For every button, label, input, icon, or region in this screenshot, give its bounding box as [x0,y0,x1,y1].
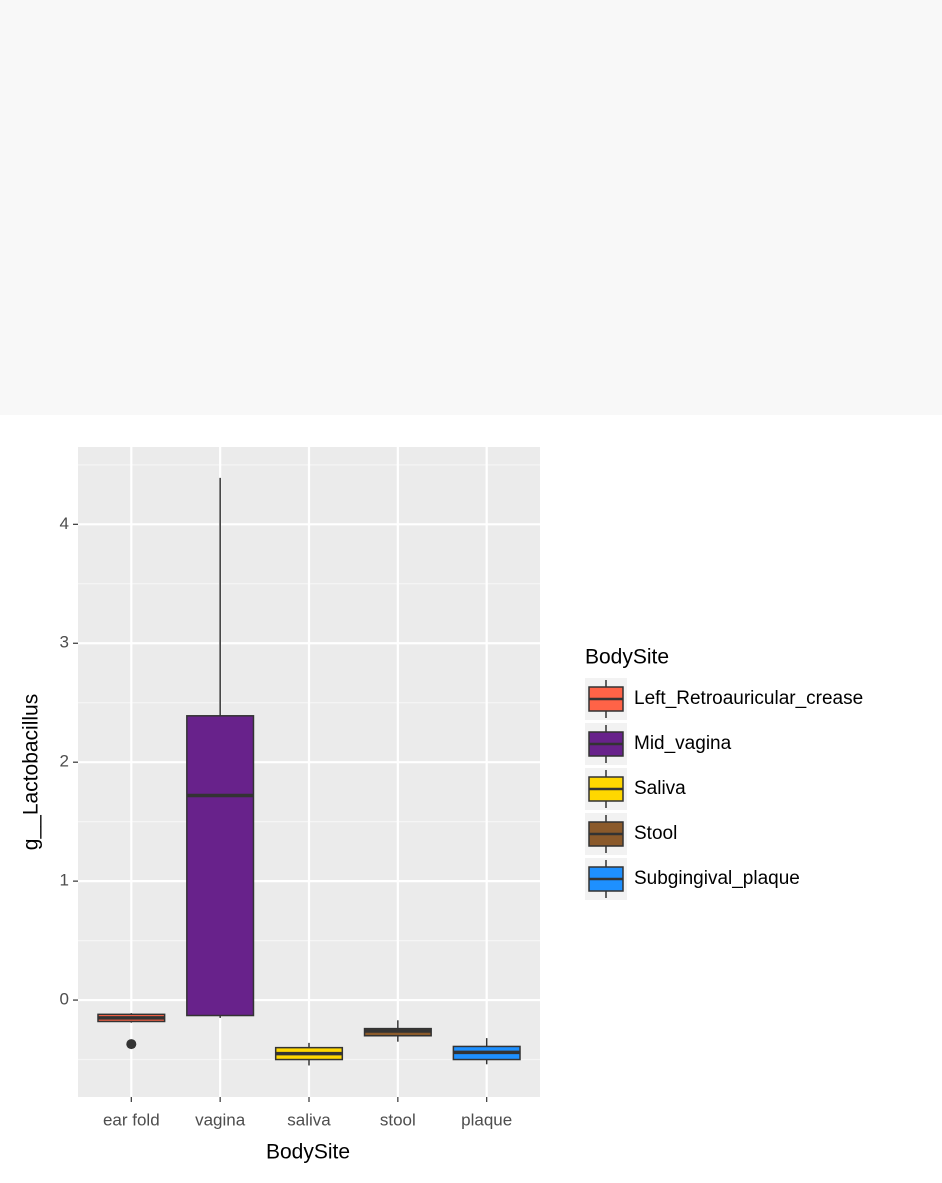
x-axis-title: BodySite [266,1141,350,1164]
legend-label: Mid_vagina [634,733,732,754]
y-tick-label: 1 [60,871,69,890]
y-tick-label: 3 [60,633,69,652]
box [186,715,255,1017]
x-tick-label: saliva [287,1110,331,1129]
legend-label: Stool [634,823,677,844]
legend-label: Left_Retroauricular_crease [634,688,863,709]
outlier [126,1039,137,1050]
legend-label: Saliva [634,778,686,799]
y-tick-label: 4 [60,514,69,533]
legend-title: BodySite [585,646,669,669]
x-tick-label: stool [380,1110,416,1129]
x-tick-label: ear fold [103,1110,160,1129]
y-tick-label: 2 [60,752,69,771]
marks [97,477,521,1066]
legend-label: Subgingival_plaque [634,868,800,889]
x-tick-label: plaque [461,1110,512,1129]
y-tick-label: 0 [60,990,69,1009]
y-axis-title: g__Lactobacillus [20,694,43,850]
x-tick-label: vagina [195,1110,246,1129]
grid [78,447,540,1097]
blank-area [0,0,942,415]
